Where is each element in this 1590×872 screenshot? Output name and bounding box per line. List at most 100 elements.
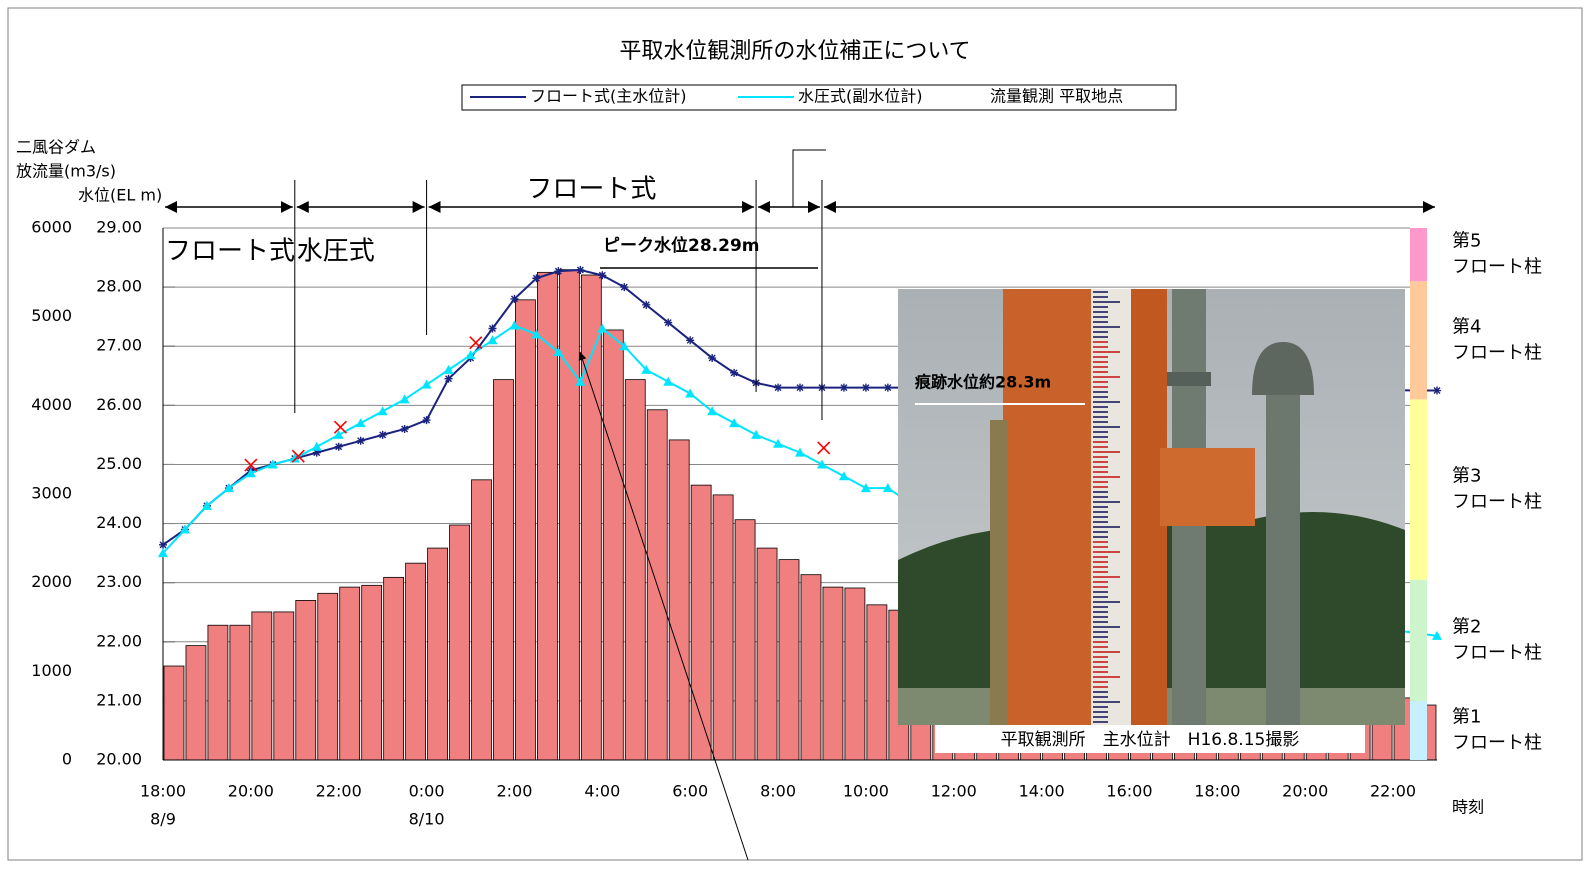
y-tick-label: 1000: [31, 661, 72, 680]
bar: [867, 605, 887, 760]
photo-post: [1003, 289, 1091, 725]
float-number: 第5: [1452, 231, 1481, 252]
photo-mark-text: 痕跡水位約28.3m: [914, 373, 1051, 392]
chart: 010002000300040005000600020.0021.0022.00…: [0, 0, 1590, 872]
x-tick-label: 20:00: [1282, 782, 1328, 801]
point: [862, 384, 870, 392]
point: [664, 319, 672, 327]
y-tick-label: 0: [62, 750, 72, 769]
float-column: [1410, 399, 1427, 579]
legend-label: フロート式(主水位計): [530, 87, 687, 106]
bar: [472, 480, 492, 760]
period-label: フロート式: [526, 175, 656, 205]
bar: [537, 272, 557, 760]
bar: [757, 548, 777, 760]
bar: [801, 575, 821, 760]
point: [488, 324, 496, 332]
bar: [823, 587, 843, 760]
bar: [274, 612, 294, 760]
chart-title: 平取水位観測所の水位補正について: [619, 39, 970, 64]
page: {"chart_data":{"type":"combo", "title":"…: [0, 0, 1590, 872]
bar: [603, 330, 623, 760]
float-name: フロート柱: [1452, 732, 1542, 753]
point: [379, 431, 387, 439]
y-tick-label: 3000: [31, 484, 72, 503]
x-tick-label: 12:00: [931, 782, 977, 801]
x-tick-label: 16:00: [1106, 782, 1152, 801]
bar: [340, 587, 360, 760]
point: [884, 384, 892, 392]
photo-caption: 平取観測所 主水位計 H16.8.15撮影: [1001, 730, 1300, 750]
point: [708, 354, 716, 362]
x-tick-label: 14:00: [1019, 782, 1065, 801]
legend-marker: 水圧式(副水位計): [798, 87, 923, 106]
point: [401, 425, 409, 433]
period-label: フロート式: [165, 237, 295, 267]
date-label: 8/9: [150, 810, 176, 829]
x-label: 時刻: [1452, 798, 1484, 817]
bar: [779, 560, 799, 760]
y-tick-label: 4000: [31, 395, 72, 414]
bar: [515, 300, 535, 760]
y-tick-label: 6000: [31, 218, 72, 237]
x-tick-label: 2:00: [496, 782, 532, 801]
float-column: [1410, 281, 1427, 399]
period-label: 水圧式: [297, 237, 375, 267]
float-number: 第4: [1452, 316, 1481, 337]
y-tick-label: 2000: [31, 572, 72, 591]
x-tick-label: 22:00: [1370, 782, 1416, 801]
y2-tick-label: 28.00: [96, 277, 142, 296]
x-tick-label: 0:00: [409, 782, 445, 801]
photo-bar: [1160, 448, 1255, 526]
point: [357, 437, 365, 445]
float-column: [1410, 580, 1427, 701]
point: [576, 266, 584, 274]
bar: [318, 593, 338, 760]
photo-pipe: [1266, 390, 1300, 725]
bar: [296, 600, 316, 760]
peak-label: ピーク水位28.29m: [603, 235, 760, 256]
bar: [406, 563, 426, 760]
bar: [450, 525, 470, 760]
bar: [845, 588, 865, 760]
y2-tick-label: 29.00: [96, 218, 142, 237]
point: [1433, 387, 1441, 395]
point: [510, 295, 518, 303]
y2-tick-label: 27.00: [96, 336, 142, 355]
y2-tick-label: 20.00: [96, 750, 142, 769]
bar: [493, 380, 513, 760]
point: [532, 274, 540, 282]
float-name: フロート柱: [1452, 492, 1542, 513]
point: [335, 443, 343, 451]
bar: [735, 520, 755, 760]
point: [774, 384, 782, 392]
photo-rope: [990, 420, 1008, 725]
point: [554, 267, 562, 275]
legend: フロート式(主水位計) 水圧式(副水位計) 流量観測 平取地点: [462, 85, 1176, 110]
y2-tick-label: 23.00: [96, 572, 142, 591]
y2-tick-label: 24.00: [96, 513, 142, 532]
x-tick-label: 20:00: [228, 782, 274, 801]
float-column: [1410, 701, 1427, 760]
x-tick-label: 18:00: [140, 782, 186, 801]
x-tick-label: 4:00: [584, 782, 620, 801]
bar: [252, 612, 272, 760]
x-tick-label: 22:00: [316, 782, 362, 801]
point: [686, 336, 694, 344]
bar: [164, 666, 184, 760]
float-name: フロート柱: [1452, 642, 1542, 663]
y2-tick-label: 21.00: [96, 690, 142, 709]
bar: [186, 646, 206, 760]
bar: [384, 577, 404, 760]
float-column: [1410, 228, 1427, 281]
float-number: 第1: [1452, 706, 1481, 727]
y2-tick-label: 25.00: [96, 454, 142, 473]
bar: [362, 585, 382, 760]
bar: [581, 275, 601, 760]
legend-label: 流量観測 平取地点: [990, 87, 1123, 106]
y2-label: 水位(EL m): [78, 186, 162, 205]
bar: [669, 440, 689, 760]
point: [840, 384, 848, 392]
point: [620, 283, 628, 291]
float-number: 第2: [1452, 616, 1481, 637]
